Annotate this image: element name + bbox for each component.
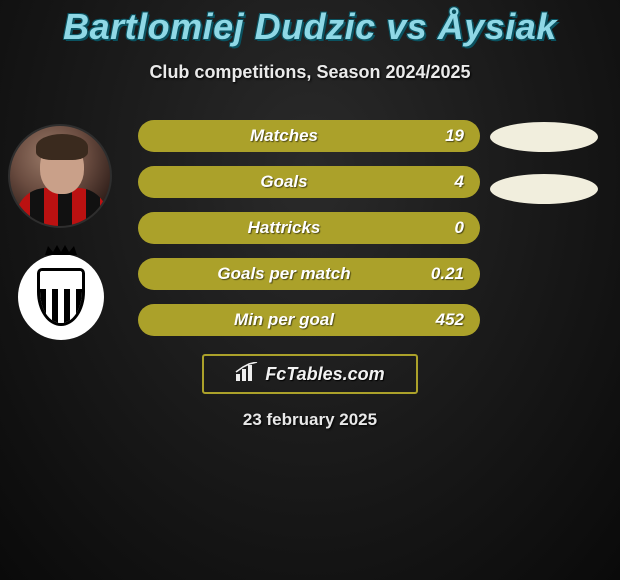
stat-value: 452 <box>414 310 464 330</box>
brand-box[interactable]: FcTables.com <box>202 354 418 394</box>
brand-text: FcTables.com <box>265 364 384 385</box>
stat-label: Min per goal <box>154 310 414 330</box>
date-text: 23 february 2025 <box>0 410 620 430</box>
crown-icon <box>44 244 78 256</box>
stat-value: 0.21 <box>414 264 464 284</box>
stat-row-goals-per-match: Goals per match 0.21 <box>138 258 480 290</box>
club-badge <box>18 254 104 340</box>
stat-row-hattricks: Hattricks 0 <box>138 212 480 244</box>
avatar-hair <box>36 134 88 160</box>
stat-row-min-per-goal: Min per goal 452 <box>138 304 480 336</box>
stats-panel: Matches 19 Goals 4 Hattricks 0 Goals per… <box>138 120 480 350</box>
comparison-title: Bartlomiej Dudzic vs Åysiak <box>0 0 620 48</box>
stat-label: Goals per match <box>154 264 414 284</box>
stat-value: 0 <box>414 218 464 238</box>
compare-bubble-matches <box>490 122 598 152</box>
player-avatar <box>8 124 112 228</box>
player-a-name: Bartlomiej Dudzic <box>63 6 376 47</box>
left-column <box>8 124 118 340</box>
vs-text: vs <box>386 6 427 47</box>
stat-value: 4 <box>414 172 464 192</box>
compare-bubble-goals <box>490 174 598 204</box>
stat-label: Goals <box>154 172 414 192</box>
player-b-name: Åysiak <box>438 6 557 47</box>
stat-label: Hattricks <box>154 218 414 238</box>
avatar-jersey <box>16 188 108 228</box>
stat-row-goals: Goals 4 <box>138 166 480 198</box>
subtitle: Club competitions, Season 2024/2025 <box>0 62 620 83</box>
bar-chart-icon <box>235 362 259 387</box>
stat-label: Matches <box>154 126 414 146</box>
stat-value: 19 <box>414 126 464 146</box>
shield-icon <box>37 268 85 326</box>
stat-row-matches: Matches 19 <box>138 120 480 152</box>
